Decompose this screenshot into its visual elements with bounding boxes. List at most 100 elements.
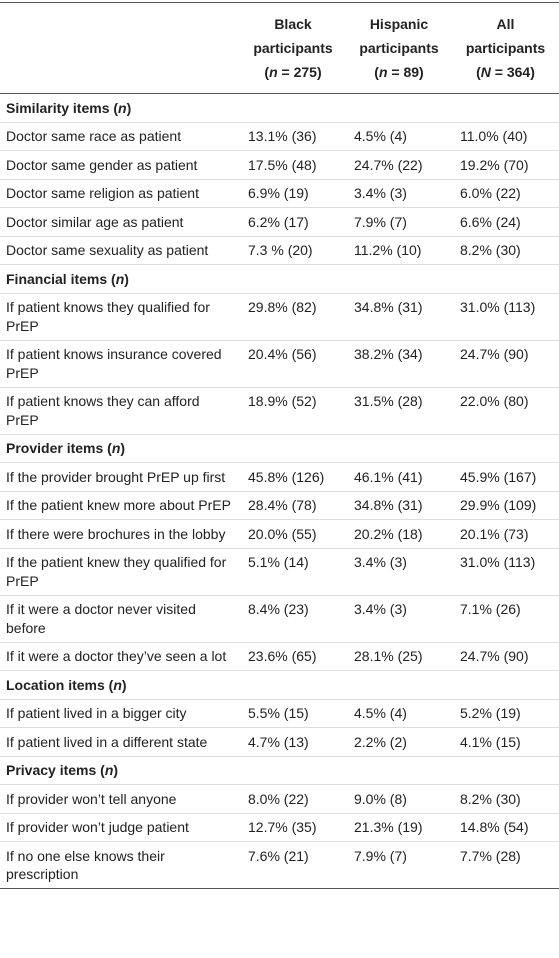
item-value: 3.4% (3) bbox=[354, 185, 407, 201]
item-row: If patient knows they can afford PrEP 18.… bbox=[0, 387, 559, 434]
item-label: If provider won’t tell anyone bbox=[6, 790, 177, 807]
item-value: 7.3 % (20) bbox=[248, 242, 313, 258]
section-symbol: n bbox=[113, 676, 122, 693]
item-label: Doctor same race as patient bbox=[6, 128, 182, 144]
item-label: If it were a doctor never visited before bbox=[6, 601, 196, 636]
item-value: 4.5% (4) bbox=[354, 128, 407, 144]
n-close: = 364) bbox=[490, 64, 535, 80]
item-value: 7.6% (21) bbox=[248, 847, 309, 864]
column-title: Hispanic participants bbox=[359, 16, 439, 56]
item-row: If patient lived in a different state 4.7… bbox=[0, 727, 559, 757]
item-value: 31.0% (113) bbox=[460, 554, 536, 570]
item-value: 5.1% (14) bbox=[248, 554, 309, 570]
item-value: 6.6% (24) bbox=[460, 213, 521, 230]
item-value: 7.7% (28) bbox=[460, 847, 521, 864]
column-header: All participants (N = 364) bbox=[452, 3, 559, 94]
item-row: Doctor same sexuality as patient 7.3 % (2… bbox=[0, 236, 559, 265]
item-value: 14.8% (54) bbox=[460, 819, 529, 835]
section-title: Privacy items (n) bbox=[0, 756, 559, 785]
item-value: 20.1% (73) bbox=[460, 525, 529, 542]
item-value: 19.2% (70) bbox=[460, 156, 529, 173]
item-value: 7.9% (7) bbox=[354, 847, 407, 864]
n-symbol: N bbox=[480, 64, 491, 80]
section-row: Similarity items (n) bbox=[0, 94, 559, 123]
item-row: If the patient knew more about PrEP 28.4%… bbox=[0, 491, 559, 520]
item-label: If no one else knows their prescription bbox=[6, 847, 165, 883]
item-value: 20.0% (55) bbox=[248, 525, 317, 542]
item-value: 6.9% (19) bbox=[248, 185, 309, 201]
item-value: 29.8% (82) bbox=[248, 299, 317, 315]
item-value: 2.2% (2) bbox=[354, 733, 407, 750]
item-value: 4.5% (4) bbox=[354, 705, 407, 721]
item-value: 24.7% (90) bbox=[460, 346, 529, 362]
item-row: If patient lived in a bigger city 5.5% (1… bbox=[0, 699, 559, 728]
item-label: If provider won’t judge patient bbox=[6, 819, 189, 835]
item-value: 24.7% (90) bbox=[460, 648, 529, 664]
item-label: Doctor similar age as patient bbox=[6, 213, 184, 230]
section-row: Privacy items (n) bbox=[0, 756, 559, 785]
item-value: 21.3% (19) bbox=[354, 819, 423, 835]
section-symbol: n bbox=[111, 440, 121, 456]
item-value: 45.9% (167) bbox=[460, 468, 537, 485]
section-text: Location items ( bbox=[6, 676, 114, 693]
item-value: 46.1% (41) bbox=[354, 468, 423, 485]
item-value: 6.0% (22) bbox=[460, 185, 521, 201]
item-row: Doctor same gender as patient 17.5% (48) 2… bbox=[0, 150, 559, 180]
item-value: 28.1% (25) bbox=[354, 648, 423, 664]
item-label: If patient knows they can afford PrEP bbox=[6, 393, 200, 428]
item-label: If patient lived in a bigger city bbox=[6, 705, 187, 721]
n-symbol: n bbox=[269, 64, 278, 80]
item-value: 34.8% (31) bbox=[354, 497, 423, 513]
item-label: If it were a doctor they’ve seen a lot bbox=[6, 648, 227, 664]
item-value: 18.9% (52) bbox=[248, 393, 317, 409]
item-value: 38.2% (34) bbox=[354, 346, 423, 362]
section-end: ) bbox=[113, 762, 119, 778]
item-row: If no one else knows their prescription 7… bbox=[0, 841, 559, 889]
item-value: 29.9% (109) bbox=[460, 497, 537, 513]
item-row: If the provider brought PrEP up first 45.… bbox=[0, 462, 559, 492]
item-value: 6.2% (17) bbox=[248, 213, 309, 230]
item-label: If there were brochures in the lobby bbox=[6, 525, 226, 542]
data-table: Black participants (n = 275) Hispanic part… bbox=[0, 2, 559, 889]
item-row: Doctor same race as patient 13.1% (36) 4.5… bbox=[0, 122, 559, 151]
item-value: 31.5% (28) bbox=[354, 393, 423, 409]
header-empty bbox=[0, 3, 240, 94]
item-value: 22.0% (80) bbox=[460, 393, 529, 409]
section-end: ) bbox=[121, 676, 127, 693]
item-value: 31.0% (113) bbox=[460, 299, 536, 315]
table-header: Black participants (n = 275) Hispanic part… bbox=[0, 2, 559, 94]
section-text: Financial items ( bbox=[6, 270, 116, 287]
item-value: 9.0% (8) bbox=[354, 790, 407, 807]
item-value: 5.5% (15) bbox=[248, 705, 309, 721]
section-text: Similarity items ( bbox=[6, 99, 119, 116]
item-value: 12.7% (35) bbox=[248, 819, 317, 835]
item-value: 28.4% (78) bbox=[248, 497, 317, 513]
item-row: Doctor similar age as patient 6.2% (17) 7.… bbox=[0, 207, 559, 237]
section-symbol: n bbox=[104, 762, 114, 778]
item-value: 8.2% (30) bbox=[460, 242, 521, 258]
item-value: 24.7% (22) bbox=[354, 156, 423, 173]
section-row: Provider items (n) bbox=[0, 434, 559, 463]
section-end: ) bbox=[126, 99, 132, 116]
item-value: 8.2% (30) bbox=[460, 790, 521, 807]
table-body: Similarity items (n) Doctor same race as … bbox=[0, 94, 559, 889]
item-value: 34.8% (31) bbox=[354, 299, 423, 315]
item-value: 7.1% (26) bbox=[460, 601, 521, 617]
item-label: If the provider brought PrEP up first bbox=[6, 468, 226, 485]
item-value: 3.4% (3) bbox=[354, 601, 407, 617]
section-row: Location items (n) bbox=[0, 670, 559, 700]
item-value: 13.1% (36) bbox=[248, 128, 317, 144]
header-row: Black participants (n = 275) Hispanic part… bbox=[0, 2, 559, 94]
item-label: If patient knows insurance covered PrEP bbox=[6, 346, 222, 381]
section-text: Provider items ( bbox=[6, 440, 112, 456]
section-symbol: n bbox=[115, 270, 125, 287]
item-value: 5.2% (19) bbox=[460, 705, 521, 721]
item-value: 45.8% (126) bbox=[248, 468, 325, 485]
item-value: 20.4% (56) bbox=[248, 346, 317, 362]
item-value: 20.2% (18) bbox=[354, 525, 423, 542]
n-close: = 89) bbox=[387, 64, 424, 80]
item-value: 11.2% (10) bbox=[354, 242, 422, 258]
item-row: If it were a doctor they’ve seen a lot 23… bbox=[0, 642, 559, 671]
item-row: If it were a doctor never visited before… bbox=[0, 595, 559, 642]
column-title: Black participants bbox=[253, 16, 333, 56]
